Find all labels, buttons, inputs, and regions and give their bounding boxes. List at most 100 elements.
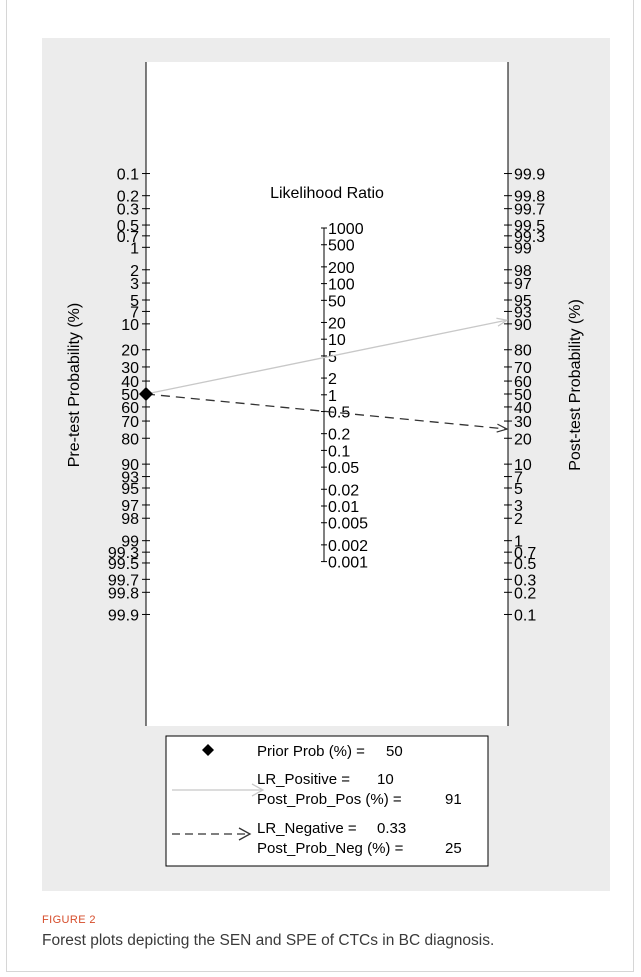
lr-axis-ticks: 10005002001005020105210.50.20.10.050.020… [321, 221, 368, 572]
left-tick-label: 20 [121, 343, 139, 360]
left-tick-label: 95 [121, 481, 139, 498]
left-tick-label: 80 [121, 431, 139, 448]
legend-prior-label: Prior Prob (%) = [257, 743, 365, 760]
right-tick-label: 98 [514, 263, 532, 280]
left-tick-label: 5 [130, 293, 139, 310]
left-tick-label: 60 [121, 400, 139, 417]
legend-lr-neg-label: LR_Negative = [257, 820, 357, 837]
lr-tick-label: 200 [328, 260, 355, 277]
left-tick-label: 90 [121, 457, 139, 474]
lr-tick-label: 1000 [328, 221, 364, 238]
figure-frame [6, 0, 634, 972]
plot-area [146, 62, 508, 726]
left-tick-label: 50 [121, 387, 139, 404]
right-tick-label: 0.1 [514, 607, 536, 624]
left-tick-label: 99 [121, 534, 139, 551]
left-tick-label: 93 [121, 470, 139, 487]
left-tick-label: 0.5 [117, 218, 139, 235]
lr-tick-label: 10 [328, 332, 346, 349]
right-tick-label: 7 [514, 470, 523, 487]
left-tick-label: 10 [121, 317, 139, 334]
legend-lr-neg-value: 0.33 [377, 820, 406, 837]
right-tick-label: 10 [514, 457, 532, 474]
lr-tick-label: 0.5 [328, 405, 350, 422]
right-axis-label: Post-test Probability (%) [567, 299, 584, 471]
right-tick-label: 97 [514, 276, 532, 293]
legend-post-neg-value: 25 [445, 840, 462, 857]
lr-tick-label: 0.01 [328, 499, 359, 516]
negative-lr-line [145, 393, 507, 429]
legend-box [165, 735, 489, 867]
right-tick-label: 95 [514, 293, 532, 310]
right-tick-label: 5 [514, 481, 523, 498]
lr-tick-label: 50 [328, 293, 346, 310]
left-tick-label: 0.1 [117, 167, 139, 184]
right-tick-label: 99.8 [514, 189, 545, 206]
left-tick-label: 40 [121, 374, 139, 391]
legend-positive-arrow [251, 783, 265, 797]
left-tick-label: 99.3 [108, 545, 139, 562]
lr-tick-label: 0.005 [328, 516, 368, 533]
lr-tick-label: 100 [328, 277, 355, 294]
right-tick-label: 70 [514, 360, 532, 377]
right-tick-label: 40 [514, 400, 532, 417]
right-tick-label: 0.7 [514, 545, 536, 562]
left-tick-label: 99.7 [108, 572, 139, 589]
legend-prior-marker [202, 744, 214, 756]
legend-negative-arrow [238, 827, 252, 841]
left-tick-label: 7 [130, 304, 139, 321]
lr-tick-label: 0.05 [328, 460, 359, 477]
figure-caption: FIGURE 2 Forest plots depicting the SEN … [42, 914, 622, 950]
caption-text: Forest plots depicting the SEN and SPE o… [42, 932, 495, 949]
left-tick-label: 1 [130, 240, 139, 257]
right-tick-label: 99.3 [514, 229, 545, 246]
right-axis-ticks: 99.999.899.799.599.399989795939080706050… [504, 167, 545, 624]
right-tick-label: 60 [514, 374, 532, 391]
left-tick-label: 98 [121, 511, 139, 528]
left-tick-label: 0.7 [117, 229, 139, 246]
left-tick-label: 30 [121, 360, 139, 377]
right-tick-label: 99.9 [514, 167, 545, 184]
lr-tick-label: 1 [328, 388, 337, 405]
right-tick-label: 20 [514, 431, 532, 448]
right-tick-label: 99 [514, 240, 532, 257]
right-tick-label: 99.5 [514, 218, 545, 235]
prior-probability-marker [139, 387, 153, 401]
right-tick-label: 1 [514, 534, 523, 551]
legend-lr-pos-label: LR_Positive = [257, 771, 350, 788]
right-tick-label: 0.5 [514, 556, 536, 573]
positive-lr-line [145, 320, 507, 395]
legend-post-neg-label: Post_Prob_Neg (%) = [257, 840, 404, 857]
right-tick-label: 0.3 [514, 572, 536, 589]
left-tick-label: 3 [130, 276, 139, 293]
legend: Prior Prob (%) = 50 LR_Positive = 10 Pos… [165, 735, 489, 867]
left-axis-label: Pre-test Probability (%) [66, 303, 83, 468]
fagan-nomogram: Likelihood Ratio Pre-test Probability (%… [66, 62, 584, 867]
left-tick-label: 70 [121, 414, 139, 431]
lr-tick-label: 5 [328, 349, 337, 366]
lr-tick-label: 0.1 [328, 443, 350, 460]
lr-tick-label: 2 [328, 371, 337, 388]
lr-tick-label: 0.002 [328, 538, 368, 555]
left-tick-label: 2 [130, 263, 139, 280]
lr-tick-label: 0.2 [328, 427, 350, 444]
right-tick-label: 90 [514, 317, 532, 334]
legend-prior-value: 50 [386, 743, 403, 760]
left-tick-label: 97 [121, 498, 139, 515]
legend-post-pos-value: 91 [445, 791, 462, 808]
lr-tick-label: 20 [328, 315, 346, 332]
right-tick-label: 50 [514, 387, 532, 404]
legend-lr-pos-value: 10 [377, 771, 394, 788]
lr-tick-label: 500 [328, 238, 355, 255]
lr-tick-label: 0.02 [328, 482, 359, 499]
legend-post-pos-label: Post_Prob_Pos (%) = [257, 791, 402, 808]
chart-title: Likelihood Ratio [270, 185, 384, 202]
right-tick-label: 93 [514, 304, 532, 321]
right-tick-label: 0.2 [514, 585, 536, 602]
left-tick-label: 99.5 [108, 556, 139, 573]
left-tick-label: 0.3 [117, 202, 139, 219]
left-tick-label: 99.9 [108, 607, 139, 624]
right-tick-label: 30 [514, 414, 532, 431]
caption-label: FIGURE 2 [42, 914, 96, 926]
